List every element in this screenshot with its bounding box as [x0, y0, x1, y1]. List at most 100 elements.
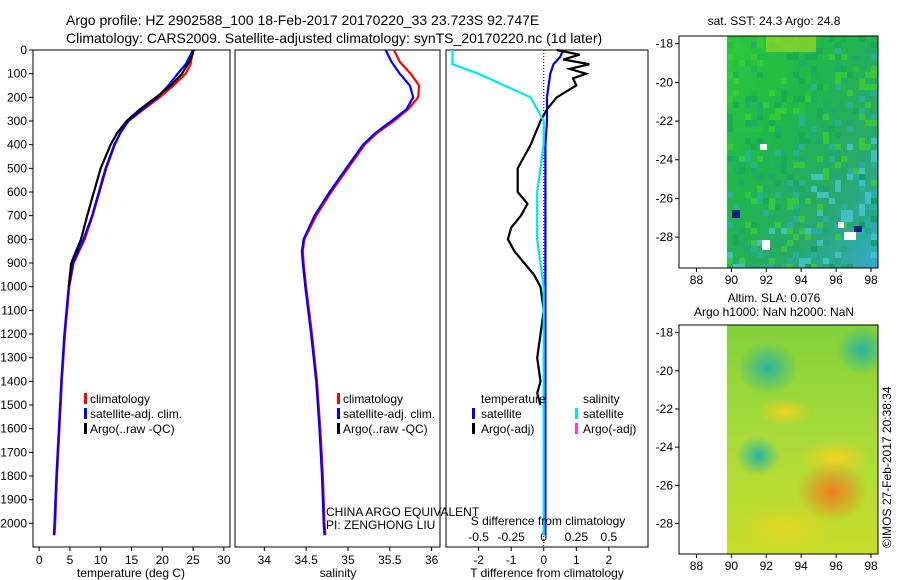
sst-cell — [817, 210, 823, 216]
sst-cell — [775, 150, 781, 156]
sla-map-panel: Altim. SLA: 0.076 Argo h1000: NaN h2000:… — [656, 291, 879, 573]
sst-cell — [745, 192, 751, 198]
sst-cell — [865, 102, 871, 108]
lon-tick-label: 92 — [760, 273, 774, 287]
temperature-series — [52, 49, 195, 536]
legend-label-argo: Argo(..raw -QC) — [90, 422, 175, 436]
sst-cell — [793, 162, 799, 168]
sst-cell — [757, 138, 763, 144]
sst-cell — [751, 198, 757, 204]
sst-cell — [781, 96, 787, 102]
sst-cell — [799, 114, 805, 120]
sst-cell — [787, 264, 793, 268]
argo-line — [67, 49, 195, 287]
sst-cell — [859, 36, 865, 42]
salinity-annotation-line2: PI: ZENGHONG LIU — [326, 518, 435, 532]
salinity-axes — [234, 49, 441, 548]
sst-cell — [793, 144, 799, 150]
sst-cell — [781, 264, 787, 268]
sst-cell — [799, 162, 805, 168]
sst-cell — [865, 210, 871, 216]
lat-tick-label: -20 — [656, 364, 674, 378]
sla-low-anomaly — [836, 326, 878, 374]
header-line1: Argo profile: HZ 2902588_100 18-Feb-2017… — [66, 12, 539, 28]
sst-cell — [811, 264, 817, 268]
sst-cell — [829, 264, 835, 268]
sst-missing-cell — [854, 226, 862, 232]
sst-cell — [823, 126, 829, 132]
sst-cell — [841, 210, 847, 216]
sla-high-anomaly — [757, 398, 813, 426]
depth-tick-label: 300 — [7, 114, 27, 128]
salinity-x-ticks: 34 34.5 35 35.5 36 — [258, 547, 439, 567]
sst-cell — [817, 138, 823, 144]
sst-cell — [817, 222, 823, 228]
sst-cell — [763, 210, 769, 216]
sst-cell — [781, 156, 787, 162]
sst-missing-cell — [844, 232, 856, 240]
sst-cell — [739, 258, 745, 264]
sst-cell — [733, 264, 739, 268]
lat-tick-label: -26 — [656, 478, 674, 492]
sst-cell — [835, 48, 841, 54]
sst-cell — [805, 192, 811, 198]
sst-cell — [799, 102, 805, 108]
sst-cell — [757, 126, 763, 132]
legend-label-t-argo: Argo(-adj) — [481, 422, 534, 436]
sst-cell — [769, 120, 775, 126]
sst-cell — [823, 102, 829, 108]
temperature-axes — [32, 49, 231, 548]
sst-cell — [745, 150, 751, 156]
sst-cell — [751, 222, 757, 228]
sst-cell — [751, 66, 757, 72]
sst-cell — [793, 72, 799, 78]
s-satellite-line — [451, 50, 545, 536]
sst-cell — [847, 90, 853, 96]
sst-cell — [751, 246, 757, 252]
sst-cell — [799, 186, 805, 192]
sst-cell — [865, 96, 871, 102]
sst-cell — [745, 60, 751, 66]
sst-cell — [793, 108, 799, 114]
difference-panel: -2 -1 0 1 2 -0.5 -0.25 0 0.25 0.5 temperature sa… — [445, 48, 649, 580]
header-line2: Climatology: CARS2009. Satellite-adjuste… — [66, 30, 602, 46]
sst-cell — [769, 90, 775, 96]
sst-cell — [781, 72, 787, 78]
sst-cell — [859, 96, 865, 102]
x-tick-label: 5 — [67, 553, 74, 567]
sst-cell — [829, 156, 835, 162]
sst-cell — [745, 156, 751, 162]
sst-cell — [757, 240, 763, 246]
depth-tick-label: 500 — [7, 161, 27, 175]
depth-tick-label: 800 — [7, 232, 27, 246]
sst-cell — [733, 234, 739, 240]
sst-cell — [775, 102, 781, 108]
sst-cell — [733, 168, 739, 174]
temperature-x-label: temperature (deg C) — [77, 566, 185, 580]
sst-cell — [829, 198, 835, 204]
temperature-x-ticks: 0 5 10 15 20 25 30 — [36, 547, 231, 567]
sst-missing-cell — [838, 222, 844, 228]
sst-cell — [757, 114, 763, 120]
sst-cell — [805, 198, 811, 204]
difference-series — [451, 48, 590, 536]
legend-label-satellite: satellite-adj. clim. — [90, 407, 182, 421]
sst-cell — [799, 120, 805, 126]
sst-cell — [835, 150, 841, 156]
difference-axes — [445, 49, 649, 548]
sst-cell — [793, 216, 799, 222]
sst-cell — [805, 96, 811, 102]
sst-cell — [733, 258, 739, 264]
sst-cell — [841, 216, 847, 222]
sst-cell — [739, 126, 745, 132]
sst-cell — [847, 210, 853, 216]
sst-cell — [781, 168, 787, 174]
depth-tick-label: 1700 — [0, 445, 27, 459]
sst-cell — [859, 216, 865, 222]
sst-cell — [775, 222, 781, 228]
satellite-line — [300, 49, 415, 536]
sst-cells — [727, 36, 878, 268]
sst-cell — [859, 78, 865, 84]
sst-cell — [793, 192, 799, 198]
